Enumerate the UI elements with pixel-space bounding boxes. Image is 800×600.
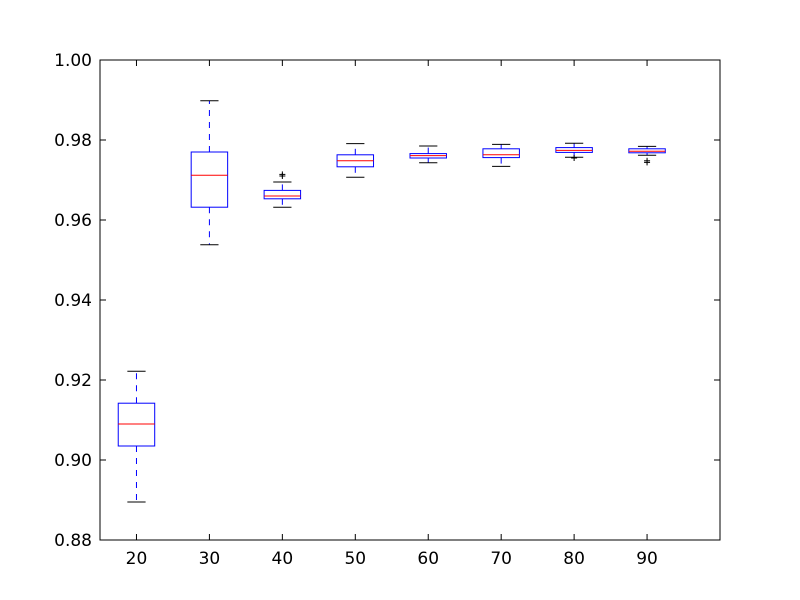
- y-tick-label: 0.98: [54, 131, 92, 151]
- box-group-90: [628, 145, 666, 166]
- x-tick-label: 30: [199, 549, 221, 569]
- y-tick-label: 0.92: [54, 371, 92, 391]
- box-group-40: [263, 171, 302, 208]
- y-tick-label: 0.88: [54, 531, 92, 551]
- boxes-layer: [117, 100, 666, 503]
- y-tick-label: 1.00: [54, 51, 92, 71]
- box-iqr: [482, 148, 520, 159]
- y-tick-label: 0.94: [54, 291, 92, 311]
- y-tick-label: 0.96: [54, 211, 92, 231]
- box-iqr: [117, 402, 156, 447]
- x-tick-label: 60: [417, 549, 439, 569]
- x-tick-label: 20: [126, 549, 148, 569]
- x-tick-label: 90: [636, 549, 658, 569]
- x-tick-label: 70: [490, 549, 512, 569]
- box-iqr: [263, 189, 302, 200]
- x-tick-label: 40: [272, 549, 294, 569]
- box-group-20: [117, 370, 156, 503]
- plot-area-frame: [99, 59, 721, 541]
- box-group-80: [555, 142, 593, 161]
- x-tick-label: 80: [563, 549, 585, 569]
- flier-marker: [644, 159, 651, 166]
- box-group-50: [336, 143, 375, 178]
- box-iqr: [190, 151, 229, 208]
- y-tick-label: 0.90: [54, 451, 92, 471]
- ticks-layer: 0.88 0.90 0.92 0.94 0.96 0.98 1.00 20 30 40 50 60 70…: [54, 51, 720, 569]
- flier-marker: [279, 171, 286, 178]
- box-group-30: [190, 100, 229, 246]
- box-group-70: [482, 143, 520, 167]
- box-group-60: [409, 145, 447, 164]
- x-tick-label: 50: [344, 549, 366, 569]
- flier-marker: [571, 155, 578, 161]
